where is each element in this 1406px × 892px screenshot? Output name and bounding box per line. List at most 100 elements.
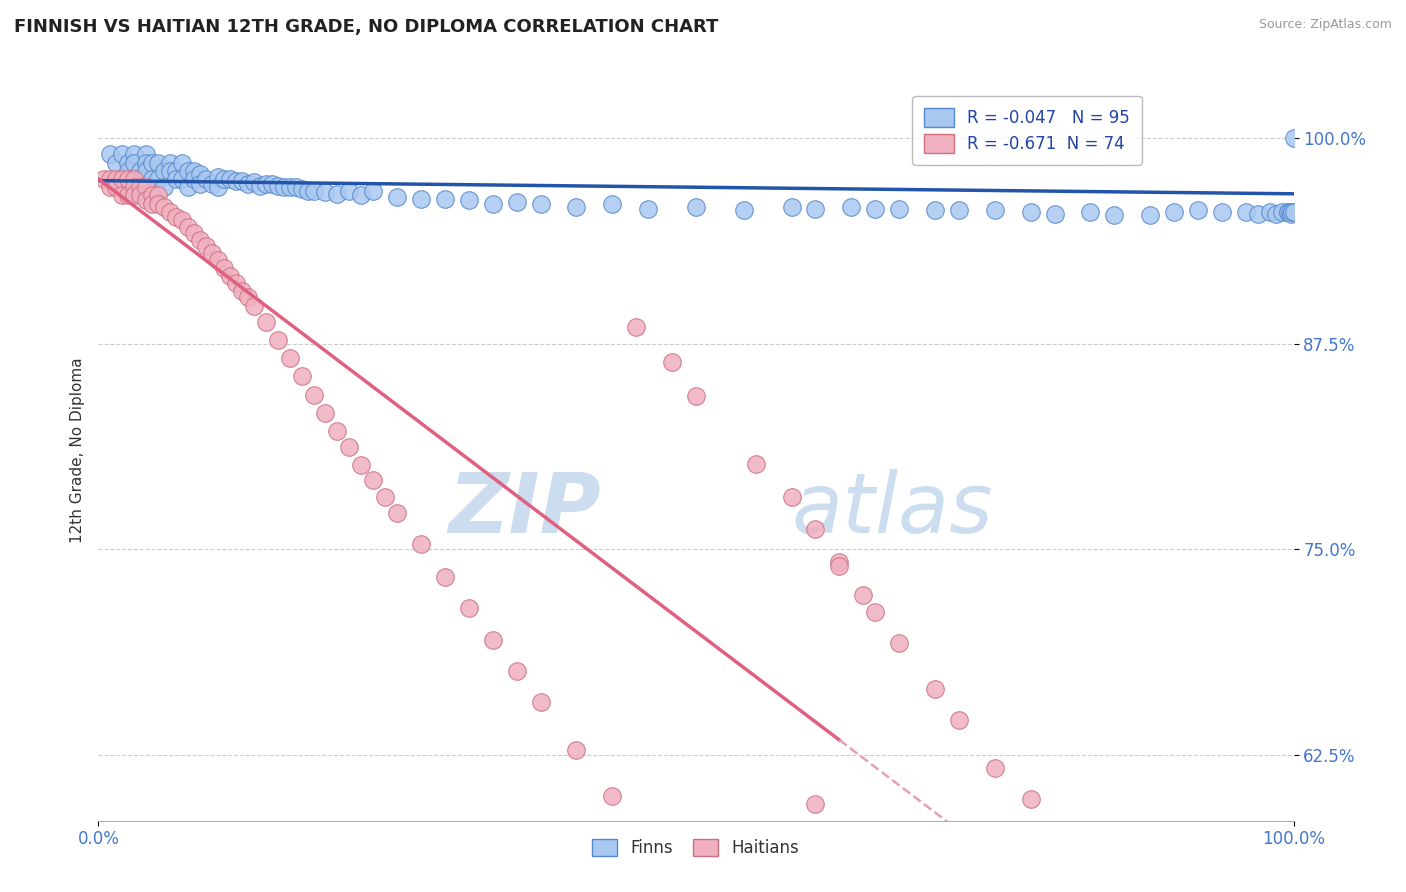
Point: [124, 172, 146, 186]
Point: [98, 180, 122, 194]
Point: [302, 184, 325, 198]
Point: [98, 147, 122, 161]
Text: atlas: atlas: [792, 469, 993, 550]
Point: [207, 170, 229, 185]
Point: [1187, 203, 1209, 218]
Point: [207, 252, 229, 267]
Point: [865, 605, 887, 619]
Point: [159, 205, 181, 219]
Point: [385, 506, 409, 520]
Point: [93, 172, 115, 186]
Text: FINNISH VS HAITIAN 12TH GRADE, NO DIPLOMA CORRELATION CHART: FINNISH VS HAITIAN 12TH GRADE, NO DIPLOM…: [14, 18, 718, 36]
Point: [236, 290, 259, 304]
Point: [183, 172, 205, 186]
Point: [315, 185, 337, 199]
Point: [924, 681, 946, 696]
Point: [124, 180, 146, 194]
Point: [326, 186, 349, 201]
Point: [177, 180, 200, 194]
Point: [148, 188, 170, 202]
Point: [602, 196, 624, 211]
Point: [254, 315, 277, 329]
Point: [374, 490, 396, 504]
Point: [458, 601, 481, 615]
Point: [733, 203, 755, 218]
Point: [804, 202, 827, 216]
Point: [111, 147, 134, 161]
Y-axis label: 12th Grade, No Diploma: 12th Grade, No Diploma: [69, 358, 84, 543]
Point: [637, 202, 659, 216]
Point: [1019, 205, 1042, 219]
Point: [212, 172, 235, 186]
Point: [1163, 205, 1185, 219]
Point: [828, 558, 851, 573]
Point: [745, 457, 768, 471]
Point: [225, 276, 247, 290]
Point: [1211, 205, 1233, 219]
Point: [219, 172, 242, 186]
Point: [148, 155, 170, 169]
Point: [195, 239, 218, 253]
Point: [385, 190, 409, 204]
Point: [165, 172, 187, 186]
Point: [326, 424, 349, 438]
Point: [135, 147, 157, 161]
Point: [159, 155, 181, 169]
Point: [129, 172, 152, 186]
Point: [231, 284, 253, 298]
Point: [105, 155, 128, 169]
Point: [804, 797, 827, 812]
Point: [260, 177, 283, 191]
Point: [565, 743, 588, 757]
Point: [135, 194, 157, 208]
Point: [278, 351, 301, 366]
Point: [434, 570, 457, 584]
Point: [124, 155, 146, 169]
Point: [565, 200, 588, 214]
Point: [207, 180, 229, 194]
Point: [148, 172, 170, 186]
Point: [129, 163, 152, 178]
Point: [458, 194, 481, 208]
Point: [1277, 205, 1299, 219]
Point: [165, 210, 187, 224]
Point: [481, 196, 505, 211]
Point: [273, 180, 295, 194]
Point: [243, 299, 266, 313]
Point: [98, 172, 122, 186]
Point: [661, 354, 683, 368]
Point: [1104, 208, 1126, 222]
Point: [1277, 205, 1299, 219]
Point: [267, 333, 290, 347]
Point: [141, 196, 163, 211]
Point: [1258, 205, 1281, 219]
Point: [212, 260, 235, 275]
Point: [291, 369, 314, 384]
Point: [243, 175, 266, 189]
Point: [124, 188, 146, 202]
Point: [411, 537, 433, 551]
Point: [315, 406, 337, 420]
Point: [506, 664, 529, 678]
Point: [1264, 206, 1286, 220]
Point: [1139, 208, 1161, 222]
Point: [153, 180, 176, 194]
Point: [117, 188, 139, 202]
Point: [363, 473, 385, 487]
Point: [350, 188, 373, 202]
Point: [159, 163, 181, 178]
Point: [135, 155, 157, 169]
Point: [177, 163, 200, 178]
Point: [1043, 823, 1066, 838]
Point: [188, 233, 211, 247]
Point: [297, 184, 319, 198]
Point: [291, 182, 314, 196]
Point: [183, 163, 205, 178]
Point: [135, 180, 157, 194]
Point: [188, 177, 211, 191]
Point: [530, 695, 553, 709]
Text: ZIP: ZIP: [447, 469, 600, 550]
Point: [1247, 206, 1270, 220]
Point: [148, 196, 170, 211]
Point: [685, 389, 707, 403]
